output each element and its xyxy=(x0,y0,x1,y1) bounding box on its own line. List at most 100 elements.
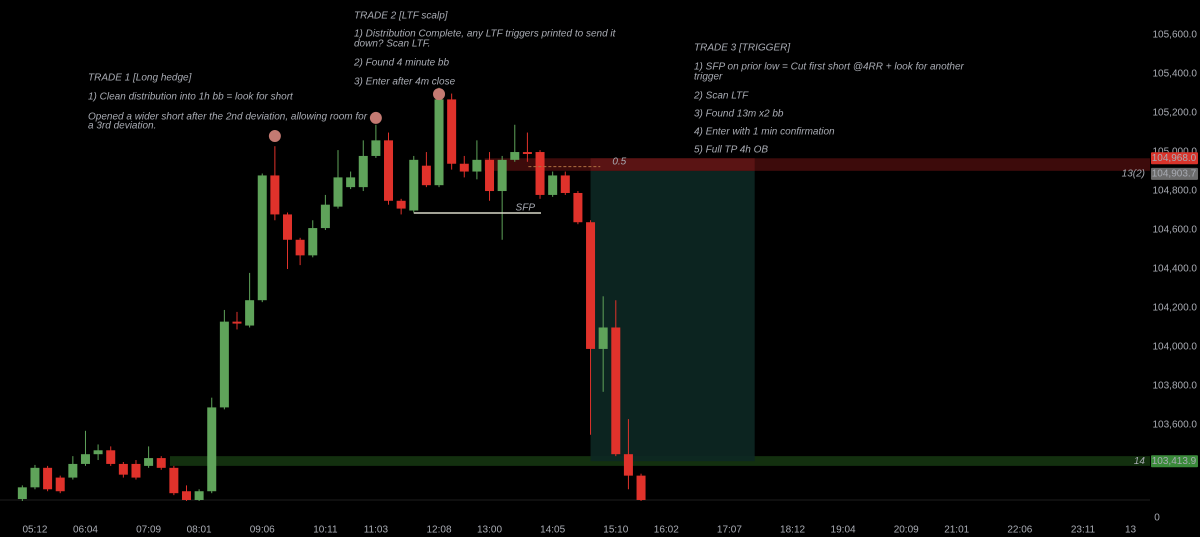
candle-body xyxy=(68,463,78,478)
price-label-box xyxy=(1151,152,1198,165)
candle-body xyxy=(207,407,217,492)
candle-body xyxy=(560,175,570,193)
candle-body xyxy=(55,477,65,492)
pane-tick-label: 0 xyxy=(1154,513,1160,524)
candle-body xyxy=(472,159,482,172)
x-tick-label: 11:03 xyxy=(364,525,389,536)
candle-body xyxy=(43,467,53,490)
candle-body xyxy=(131,463,141,478)
y-tick-label: 104,200.0 xyxy=(1153,303,1198,314)
price-tag: 13(2) xyxy=(1122,168,1145,179)
candle-body xyxy=(421,165,431,186)
candle-body xyxy=(17,487,27,500)
price-label-box xyxy=(1151,167,1198,180)
candle-body xyxy=(257,175,267,301)
y-tick-label: 104,400.0 xyxy=(1153,264,1198,275)
y-tick-label: 105,000.0 xyxy=(1153,147,1198,158)
x-tick-label: 12:08 xyxy=(427,525,452,536)
candle-body xyxy=(93,450,103,455)
candle-body xyxy=(611,327,621,455)
level-label: SFP xyxy=(516,203,536,214)
price-label: 104,903.7 xyxy=(1152,168,1197,179)
candle-body xyxy=(586,222,596,349)
annotation-line: a 3rd deviation. xyxy=(88,121,156,132)
annotation-line: 2) Scan LTF xyxy=(693,91,749,102)
annotation-line: 5) Full TP 4h OB xyxy=(694,145,768,156)
candle-body xyxy=(30,467,40,488)
level-label: 0.5 xyxy=(612,156,626,167)
candle-body xyxy=(219,321,229,408)
x-tick-label: 07:09 xyxy=(136,525,161,536)
y-tick-label: 104,800.0 xyxy=(1153,186,1198,197)
candle-body xyxy=(485,159,495,192)
candle-body xyxy=(308,228,318,256)
annotation: TRADE 3 [TRIGGER] 1) SFP on prior low = C… xyxy=(693,43,965,156)
candle-body xyxy=(522,152,532,154)
x-tick-label: 17:07 xyxy=(717,525,742,536)
candle-body xyxy=(181,491,191,500)
candle-body xyxy=(396,200,406,209)
candle-body xyxy=(598,327,608,349)
candle-body xyxy=(194,491,204,500)
candle-body xyxy=(232,321,242,324)
candle-body xyxy=(144,458,154,466)
annotation: TRADE 2 [LTF scalp] 1) Distribution Compl… xyxy=(353,11,617,88)
price-label: 103,413.9 xyxy=(1152,456,1197,467)
annotation-line: Opened a wider short after the 2nd devia… xyxy=(88,112,368,123)
candle-body xyxy=(156,458,166,468)
annotation-line: 1) Clean distribution into 1h bb = look … xyxy=(88,92,294,103)
x-tick-label: 15:10 xyxy=(603,525,628,536)
marker xyxy=(268,130,281,143)
y-tick-label: 103,800.0 xyxy=(1153,381,1198,392)
annotation-line: TRADE 2 [LTF scalp] xyxy=(354,11,448,22)
candle-body xyxy=(118,463,128,475)
candle-body xyxy=(245,300,255,326)
x-tick-label: 19:04 xyxy=(831,525,856,536)
candle-body xyxy=(459,163,469,172)
annotation-line: TRADE 1 [Long hedge] xyxy=(88,73,192,84)
candle-body xyxy=(333,177,343,207)
annotation-line: 3) Enter after 4m close xyxy=(354,77,456,88)
candle-body xyxy=(535,152,545,195)
annotation-line: 2) Found 4 minute bb xyxy=(353,58,449,69)
candle-body xyxy=(548,175,558,195)
candle-body xyxy=(636,475,646,500)
candle-body xyxy=(320,204,330,229)
x-tick-label: 20:09 xyxy=(894,525,919,536)
y-tick-label: 103,600.0 xyxy=(1153,420,1198,431)
candle-body xyxy=(409,159,419,211)
candle-body xyxy=(270,175,280,215)
annotation-line: 4) Enter with 1 min confirmation xyxy=(694,127,835,138)
candle-body xyxy=(371,140,381,156)
x-tick-label: 13:00 xyxy=(477,525,502,536)
candle-body xyxy=(447,99,457,164)
annotation: TRADE 1 [Long hedge] 1) Clean distributio… xyxy=(88,73,368,132)
candle-body xyxy=(573,192,583,223)
y-tick-label: 105,200.0 xyxy=(1153,108,1198,119)
candle-body xyxy=(434,99,444,186)
annotation-line: down? Scan LTF. xyxy=(354,39,430,50)
y-tick-label: 104,000.0 xyxy=(1153,342,1198,353)
x-tick-label: 08:01 xyxy=(187,525,212,536)
candle-body xyxy=(358,155,368,188)
marker xyxy=(433,88,446,101)
y-tick-label: 104,600.0 xyxy=(1153,225,1198,236)
x-tick-label: 09:06 xyxy=(250,525,275,536)
price-label-box xyxy=(1151,455,1198,468)
x-tick-label: 05:12 xyxy=(22,525,47,536)
price-tag: 14 xyxy=(1134,456,1146,467)
annotation-line: trigger xyxy=(694,72,723,83)
x-tick-label: 18:12 xyxy=(780,525,805,536)
y-tick-label: 105,600.0 xyxy=(1153,30,1198,41)
candle-body xyxy=(623,454,633,476)
candle-body xyxy=(80,454,90,464)
candle-body xyxy=(106,450,116,464)
annotation-line: 3) Found 13m x2 bb xyxy=(694,109,784,120)
candle-body xyxy=(295,239,305,256)
annotation-line: 1) SFP on prior low = Cut first short @4… xyxy=(694,62,965,73)
x-tick-label: 23:11 xyxy=(1071,525,1096,536)
candle-body xyxy=(497,159,507,192)
price-label: 104,968.0 xyxy=(1152,153,1197,164)
